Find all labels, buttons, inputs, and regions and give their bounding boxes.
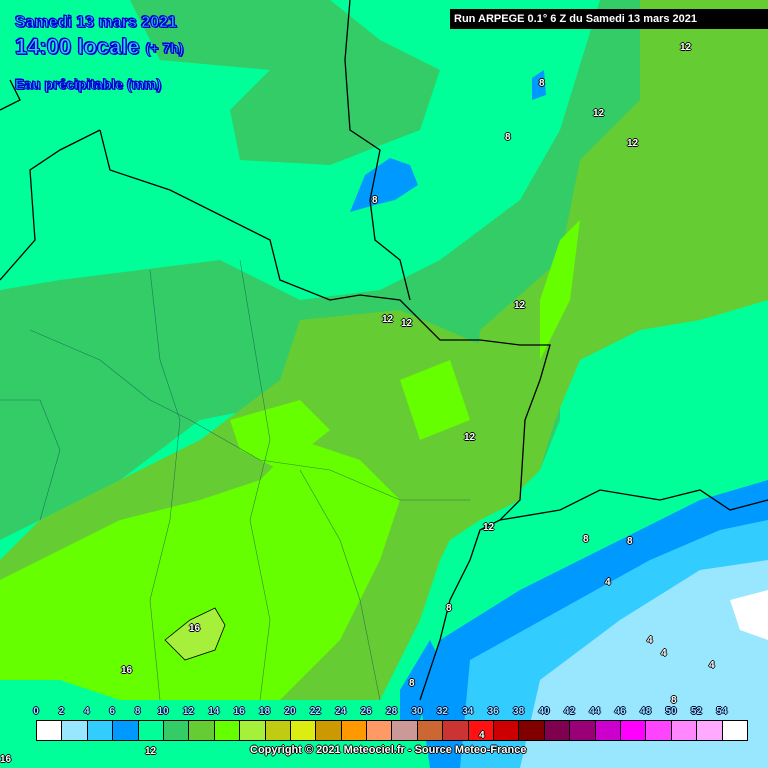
legend-ticks: 0 2 4 6 8 10 12 14 16 18 20 22 24 26 28 30 32 34 36 38 40 42 4… bbox=[24, 706, 744, 718]
legend-swatch bbox=[595, 721, 621, 740]
legend-tick: 46 bbox=[614, 706, 626, 717]
contour-label: 12 bbox=[514, 300, 526, 311]
legend-tick: 38 bbox=[513, 706, 525, 717]
forecast-time: 14:00 locale bbox=[15, 34, 141, 60]
contour-label: 4 bbox=[661, 648, 667, 659]
legend-swatch bbox=[367, 721, 393, 740]
field-8-10-south bbox=[400, 470, 768, 768]
legend-tick: 24 bbox=[335, 706, 347, 717]
legend-swatch bbox=[214, 721, 241, 740]
contour-label: 8 bbox=[539, 78, 545, 89]
legend-swatch bbox=[646, 721, 672, 740]
legend-tick: 22 bbox=[309, 706, 321, 717]
contour-label: 8 bbox=[372, 195, 378, 206]
legend-tick: 36 bbox=[487, 706, 499, 717]
legend-swatch bbox=[189, 721, 215, 740]
contour-label: 4 bbox=[605, 577, 611, 588]
legend-swatch bbox=[544, 721, 571, 740]
legend-tick: 16 bbox=[233, 706, 245, 717]
regional-borders bbox=[0, 259, 470, 701]
field-6-8-north bbox=[350, 70, 546, 212]
contour-label: 8 bbox=[505, 132, 511, 143]
contour-label: 16 bbox=[121, 665, 133, 676]
borders bbox=[0, 0, 768, 701]
legend-swatch bbox=[240, 721, 266, 740]
legend-tick: 2 bbox=[58, 706, 65, 717]
legend-tick: 48 bbox=[640, 706, 652, 717]
legend-swatch bbox=[265, 721, 291, 740]
legend-tick: 40 bbox=[538, 706, 550, 717]
legend-swatch bbox=[697, 721, 723, 740]
legend-swatch bbox=[519, 721, 545, 740]
contour-label: 12 bbox=[401, 318, 413, 329]
legend-tick: 26 bbox=[360, 706, 372, 717]
legend-swatch bbox=[62, 721, 88, 740]
legend-tick: 4 bbox=[84, 706, 90, 717]
legend-tick: 10 bbox=[157, 706, 169, 717]
contour-label: 12 bbox=[593, 108, 605, 119]
legend-swatch bbox=[620, 721, 647, 740]
legend-tick: 30 bbox=[411, 706, 423, 717]
legend-tick: 32 bbox=[436, 706, 448, 717]
legend-swatch bbox=[468, 721, 495, 740]
contour-label: 12 bbox=[382, 314, 394, 325]
contour-label: 4 bbox=[709, 660, 715, 671]
contour-label: 12 bbox=[483, 522, 495, 533]
contour-label: 12 bbox=[145, 746, 157, 757]
contour-label: 12 bbox=[464, 432, 476, 443]
color-legend bbox=[36, 720, 748, 741]
run-info: Run ARPEGE 0.1° 6 Z du Samedi 13 mars 20… bbox=[450, 9, 768, 29]
legend-tick: 6 bbox=[109, 706, 115, 717]
legend-swatch bbox=[316, 721, 342, 740]
legend-tick: 0 bbox=[33, 706, 39, 717]
contour-label: 4 bbox=[647, 635, 653, 646]
legend-swatch bbox=[494, 721, 520, 740]
copyright: Copyright © 2021 Meteociel.fr - Source M… bbox=[250, 744, 527, 756]
legend-swatch bbox=[722, 721, 747, 740]
legend-tick: 8 bbox=[134, 706, 141, 717]
contour-label: 16 bbox=[0, 754, 12, 765]
legend-swatch bbox=[113, 721, 139, 740]
contour-label: 8 bbox=[583, 534, 589, 545]
forecast-date: Samedi 13 mars 2021 bbox=[15, 14, 178, 32]
forecast-offset: (+ 7h) bbox=[145, 40, 184, 57]
contour-label: 12 bbox=[680, 42, 692, 53]
field-14-16 bbox=[0, 220, 580, 700]
legend-tick: 20 bbox=[284, 706, 296, 717]
legend-swatch bbox=[87, 721, 114, 740]
legend-tick: 34 bbox=[462, 706, 474, 717]
contour-label: 4 bbox=[479, 730, 485, 741]
legend-tick: 18 bbox=[259, 706, 271, 717]
legend-swatch bbox=[570, 721, 596, 740]
legend-tick: 14 bbox=[208, 706, 220, 717]
legend-swatch bbox=[341, 721, 368, 740]
contour-label: 16 bbox=[189, 623, 201, 634]
legend-tick: 12 bbox=[182, 706, 194, 717]
parameter-title: Eau précipitable (mm) bbox=[14, 76, 162, 93]
legend-tick: 42 bbox=[563, 706, 575, 717]
legend-swatch bbox=[138, 721, 164, 740]
contour-label: 8 bbox=[446, 603, 452, 614]
legend-swatch bbox=[417, 721, 444, 740]
legend-tick: 28 bbox=[386, 706, 398, 717]
legend-tick: 54 bbox=[716, 706, 728, 717]
legend-tick: 50 bbox=[665, 706, 677, 717]
legend-swatch bbox=[671, 721, 698, 740]
contour-label: 8 bbox=[671, 695, 677, 706]
contour-label: 8 bbox=[409, 678, 415, 689]
contour-label: 12 bbox=[627, 138, 639, 149]
legend-swatch bbox=[443, 721, 469, 740]
legend-tick: 52 bbox=[690, 706, 702, 717]
legend-tick: 44 bbox=[589, 706, 601, 717]
contour-label: 8 bbox=[627, 536, 633, 547]
legend-swatch bbox=[290, 721, 317, 740]
legend-swatch bbox=[37, 721, 63, 740]
legend-swatch bbox=[392, 721, 418, 740]
legend-swatch bbox=[163, 721, 190, 740]
field-16-18 bbox=[164, 607, 226, 661]
